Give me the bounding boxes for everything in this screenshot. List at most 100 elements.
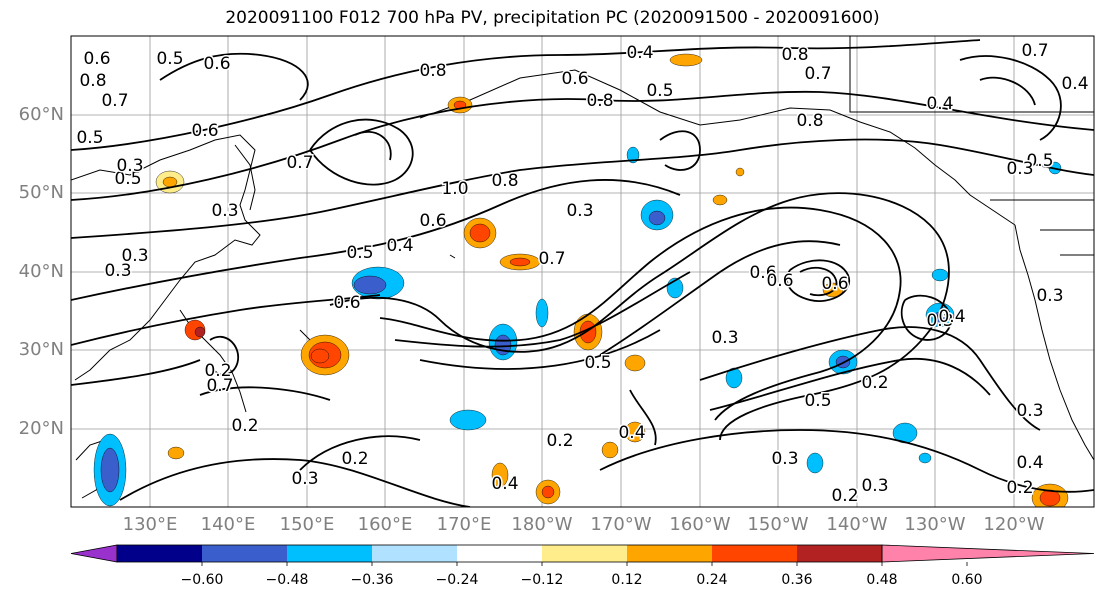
colorbar-tick-label: −0.60 (180, 572, 224, 588)
contour-label: 0.4 (938, 307, 965, 327)
contour-label: 0.5 (156, 49, 183, 69)
contour-label: 0.3 (711, 328, 738, 348)
precip-anomaly-patch (100, 447, 120, 493)
latitude-label: 40°N (18, 261, 64, 282)
contour-label: 0.5 (1026, 151, 1053, 171)
colorbar-frame (116, 544, 883, 563)
colorbar-bin (797, 545, 882, 562)
contour-label: 0.6 (191, 121, 218, 141)
pv-contour-line (699, 326, 1041, 431)
contour-label: 0.4 (618, 423, 645, 443)
precip-anomaly-patch (601, 441, 619, 459)
longitude-label: 150°W (747, 514, 809, 535)
contour-label: 0.3 (116, 156, 143, 176)
colorbar-tick-label: 0.12 (611, 572, 643, 588)
contour-label: 0.4 (1061, 74, 1088, 94)
pv-contour-line (71, 138, 1094, 239)
contour-label: 0.4 (386, 236, 413, 256)
colorbar-left-extension (70, 544, 118, 563)
contour-label: 0.5 (584, 353, 611, 373)
longitude-label: 170°E (436, 514, 492, 535)
contour-label: 0.5 (76, 128, 103, 148)
colorbar-tick-label: 0.36 (781, 572, 813, 588)
precip-anomaly-patch (626, 146, 640, 164)
colorbar-bin (202, 545, 287, 562)
coastline (299, 254, 456, 341)
coastline (71, 134, 261, 381)
longitude-label: 160°W (669, 514, 731, 535)
longitude-label: 130°E (122, 514, 178, 535)
pv-contour-line (900, 294, 952, 341)
pv-contour-line (71, 359, 201, 386)
pv-contour-labels: 0.60.80.70.50.50.80.8 0.70.60.50.40.60.80… (75, 40, 1090, 508)
pv-contour-line (659, 130, 701, 171)
contour-label: 0.6 (333, 293, 360, 313)
contour-label: 0.3 (926, 311, 953, 331)
colorbar-tick-label: 0.24 (696, 572, 728, 588)
pv-contour-line (599, 240, 841, 356)
longitude-label: 150°E (279, 514, 335, 535)
pv-contour-line (959, 55, 1062, 141)
contour-label: 0.6 (561, 69, 588, 89)
contour-label: 0.5 (346, 243, 373, 263)
colorbar-right-extension (881, 544, 1095, 563)
contour-label: 0.5 (804, 391, 831, 411)
precip-anomaly-patch (541, 485, 555, 499)
contour-label: 0.4 (926, 94, 953, 114)
contour-label: 0.4 (491, 474, 518, 494)
pv-contour-line (71, 294, 381, 346)
precip-anomaly-patch (918, 452, 932, 464)
contour-label: 0.3 (1016, 401, 1043, 421)
pv-contour-line (379, 206, 902, 421)
contour-label: 0.7 (206, 376, 233, 396)
longitude-label: 180°W (511, 514, 573, 535)
coastline (1040, 229, 1094, 256)
colorbar-bin (117, 545, 202, 562)
pv-contour-line (394, 271, 691, 348)
contour-label: 0.6 (83, 49, 110, 69)
pv-contour-line (71, 90, 1094, 201)
contour-label: 0.3 (291, 469, 318, 489)
coastline (234, 144, 256, 211)
precip-anomaly-patch (624, 354, 646, 372)
contour-label: 0.3 (104, 261, 131, 281)
contour-label: 0.8 (781, 45, 808, 65)
contour-label: 0.7 (804, 64, 831, 84)
pv-contour-line (329, 192, 950, 441)
contour-label: 0.7 (286, 153, 313, 173)
pv-contour-line (71, 179, 681, 301)
longitude-label: 160°E (357, 514, 413, 535)
precip-anomaly-patch (469, 223, 491, 243)
precip-anomaly-patch (535, 298, 549, 328)
colorbar-bin (627, 545, 712, 562)
contour-label: 0.8 (586, 91, 613, 111)
pv-contour-line (799, 266, 838, 297)
contour-label: 0.6 (766, 271, 793, 291)
coastline (849, 36, 1094, 113)
pv-contour-line (299, 435, 421, 471)
contour-label: 0.6 (749, 263, 776, 283)
contour-label: 0.3 (1036, 286, 1063, 306)
colorbar-bin (542, 545, 627, 562)
contour-label: 0.8 (419, 61, 446, 81)
latitude-label: 50°N (18, 182, 64, 203)
precip-anomaly-patch (167, 446, 185, 460)
precip-anomaly-patch (509, 257, 531, 267)
pv-contour-line (354, 130, 392, 161)
colorbar-bin (712, 545, 797, 562)
latitude-label: 30°N (18, 339, 64, 360)
contour-label: 0.3 (566, 201, 593, 221)
contour-label: 0.3 (1006, 159, 1033, 179)
pv-contour-line (71, 39, 981, 151)
latitude-label: 20°N (18, 418, 64, 439)
pv-contour-line (159, 52, 309, 101)
colorbar-tick-label: −0.12 (520, 572, 564, 588)
contour-label: 0.7 (538, 249, 565, 269)
contour-label: 0.7 (1021, 41, 1048, 61)
contour-label: 0.4 (626, 43, 653, 63)
contour-label: 0.7 (101, 91, 128, 111)
contour-label: 0.2 (1006, 478, 1033, 498)
colorbar-tick-label: −0.24 (435, 572, 479, 588)
precip-anomaly-patch (648, 210, 666, 226)
contour-label: 0.2 (546, 431, 573, 451)
